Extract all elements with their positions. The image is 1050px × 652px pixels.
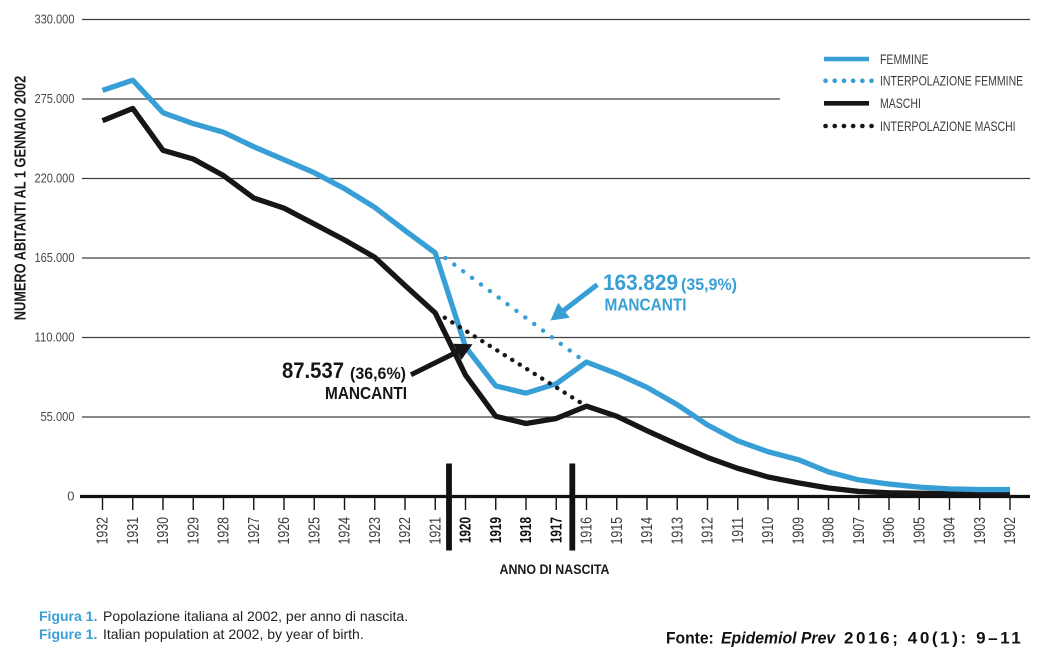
svg-text:110.000: 110.000 <box>35 330 75 345</box>
svg-text:Italian population at 2002, by: Italian population at 2002, by year of b… <box>103 626 364 642</box>
svg-text:1926: 1926 <box>275 517 293 545</box>
svg-text:1912: 1912 <box>698 517 716 545</box>
svg-text:1915: 1915 <box>607 517 625 545</box>
svg-text:1911: 1911 <box>728 517 746 544</box>
svg-text:INTERPOLAZIONE FEMMINE: INTERPOLAZIONE FEMMINE <box>880 73 1023 89</box>
svg-text:220.000: 220.000 <box>35 171 75 186</box>
svg-text:1914: 1914 <box>638 517 656 545</box>
svg-text:1903: 1903 <box>970 517 988 545</box>
svg-text:0: 0 <box>67 489 74 504</box>
svg-text:1919: 1919 <box>487 517 504 543</box>
svg-text:INTERPOLAZIONE MASCHI: INTERPOLAZIONE MASCHI <box>880 119 1016 135</box>
svg-text:1908: 1908 <box>819 517 837 545</box>
svg-text:1918: 1918 <box>517 517 534 543</box>
svg-text:Epidemiol Prev: Epidemiol Prev <box>721 629 836 648</box>
svg-text:1924: 1924 <box>335 517 353 545</box>
svg-text:1928: 1928 <box>214 517 232 545</box>
svg-text:Figura 1.: Figura 1. <box>39 608 97 624</box>
svg-text:1927: 1927 <box>244 517 262 545</box>
svg-text:1913: 1913 <box>668 517 686 545</box>
svg-text:1907: 1907 <box>849 517 867 545</box>
svg-text:MANCANTI: MANCANTI <box>605 296 687 315</box>
svg-text:165.000: 165.000 <box>35 250 75 265</box>
svg-text:NUMERO ABITANTI AL 1 GENNAIO 2: NUMERO ABITANTI AL 1 GENNAIO 2002 <box>12 76 29 321</box>
svg-text:163.829: 163.829 <box>603 270 678 295</box>
svg-text:1904: 1904 <box>940 517 958 545</box>
svg-text:1931: 1931 <box>123 517 141 545</box>
svg-text:(35,9%): (35,9%) <box>681 276 737 294</box>
svg-text:1932: 1932 <box>93 517 111 545</box>
svg-text:1930: 1930 <box>154 517 172 545</box>
svg-text:1910: 1910 <box>759 517 777 545</box>
svg-text:1925: 1925 <box>305 517 323 545</box>
svg-text:MANCANTI: MANCANTI <box>325 384 407 403</box>
svg-text:1921: 1921 <box>426 517 444 545</box>
svg-text:1905: 1905 <box>910 517 928 545</box>
svg-text:1906: 1906 <box>880 517 898 545</box>
svg-text:1917: 1917 <box>548 517 565 543</box>
svg-text:55.000: 55.000 <box>41 409 75 424</box>
svg-text:Fonte:: Fonte: <box>666 629 714 648</box>
svg-text:1923: 1923 <box>365 517 383 545</box>
svg-text:1922: 1922 <box>396 517 414 545</box>
svg-text:(36,6%): (36,6%) <box>350 365 406 383</box>
svg-text:FEMMINE: FEMMINE <box>880 52 929 68</box>
svg-text:Figure 1.: Figure 1. <box>39 626 97 642</box>
svg-text:MASCHI: MASCHI <box>880 96 921 112</box>
svg-text:1929: 1929 <box>184 517 202 545</box>
svg-text:87.537: 87.537 <box>282 358 344 383</box>
svg-text:1920: 1920 <box>457 517 474 543</box>
svg-text:1902: 1902 <box>1001 517 1019 545</box>
svg-text:330.000: 330.000 <box>35 12 75 27</box>
svg-text:2016; 40(1): 9–11: 2016; 40(1): 9–11 <box>844 629 1023 648</box>
svg-text:1909: 1909 <box>789 517 807 545</box>
svg-text:1916: 1916 <box>577 517 595 545</box>
svg-text:ANNO DI NASCITA: ANNO DI NASCITA <box>500 561 610 577</box>
svg-text:Popolazione italiana al 2002,: Popolazione italiana al 2002, per anno d… <box>103 608 408 624</box>
svg-text:275.000: 275.000 <box>35 91 75 106</box>
